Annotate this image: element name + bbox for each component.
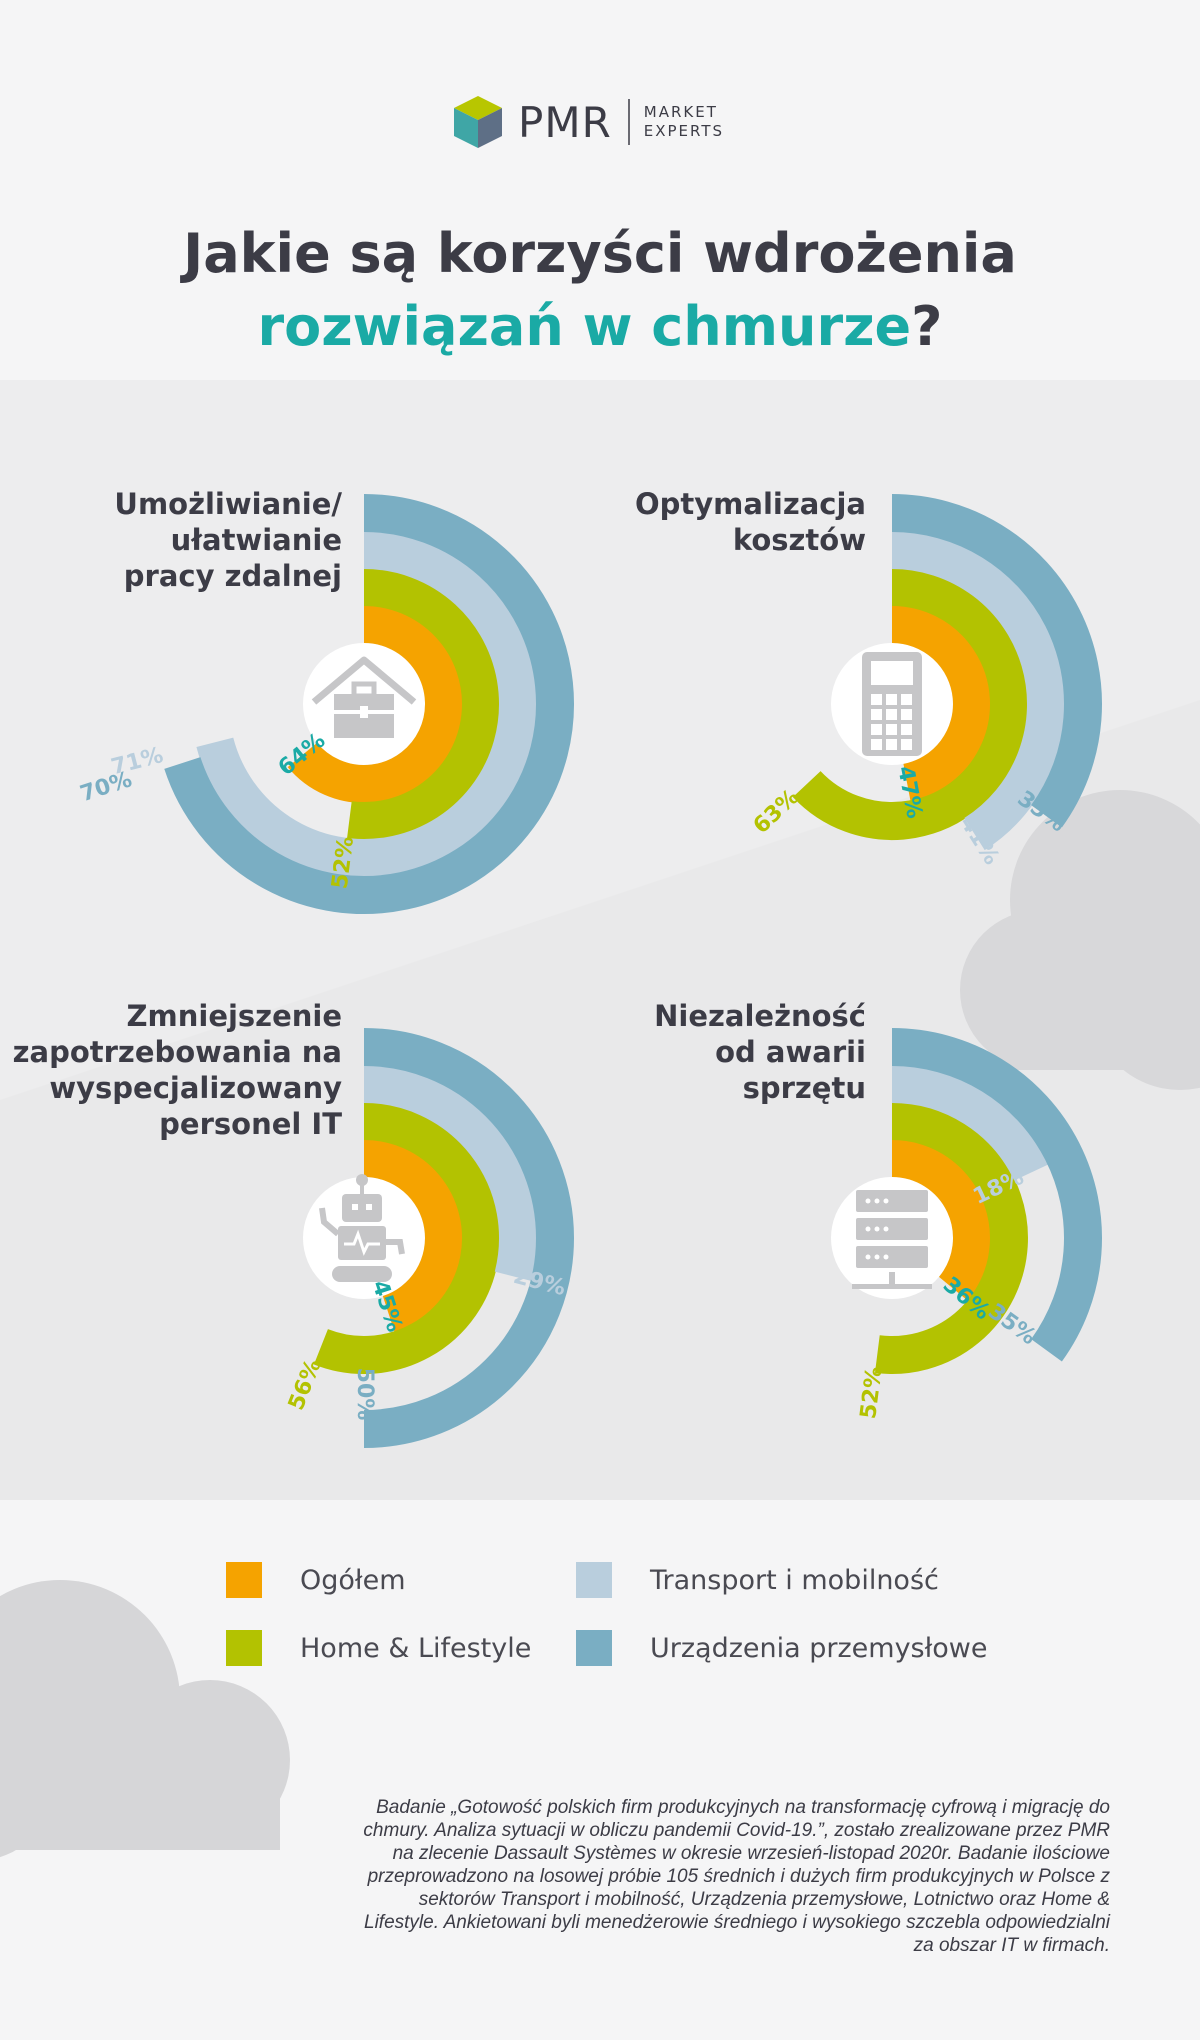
page-title-line-2: rozwiązań w chmurze? [0,295,1200,358]
radial-chart-remote-work: 64%52%71%70% [77,494,574,914]
page-title-line-1: Jakie są korzyści wdrożenia [183,222,1017,285]
arc-transport [891,531,1065,851]
methodology-note: Badanie „Gotowość polskich firm produkcy… [363,1797,1110,1956]
arc-transport [196,531,537,877]
logo-tagline: MARKET EXPERTS [644,103,724,141]
data-label-urzadzenia: 35% [983,1299,1040,1350]
cloud-left [0,1580,290,1858]
legend-swatch-urzadzenia [576,1630,612,1666]
logo-tagline-2: EXPERTS [643,122,725,140]
server-icon [852,1190,932,1289]
arc-ogolem [891,1139,991,1302]
logo-brand: PMR [518,97,612,147]
legend-item-transport: Transport i mobilność [576,1562,939,1598]
legend-item-home-lifestyle: Home & Lifestyle [226,1630,531,1666]
legend-swatch-transport [576,1562,612,1598]
home-office-icon [311,656,417,738]
chart-title-cost-optimization: Optymalizacja kosztów [635,487,866,557]
page-title-question-mark: ? [911,295,943,358]
chart-title-hardware-failure: Niezależność od awarii sprzętu [654,999,866,1105]
legend-label-transport: Transport i mobilność [650,1564,939,1596]
arc-urzadzenia [363,1028,574,1448]
radial-chart-cost-optimization: 47%63% 41% 35% [749,494,1102,869]
data-label-home-lifestyle: 63% [749,785,805,839]
arc-home-lifestyle [874,1102,1028,1374]
radial-chart-it-staff: 45%56%29%50% [284,1028,574,1448]
legend-item-urzadzenia: Urządzenia przemysłowe [576,1630,988,1666]
data-label-home-lifestyle: 52% [856,1365,887,1420]
data-label-urzadzenia: 50% [352,1368,377,1421]
pmr-logo: PMR MARKET EXPERTS [448,92,724,152]
arc-transport [891,1065,1049,1181]
chart-title-it-staff: Zmniejszenie zapotrzebowania na wyspecja… [12,999,342,1141]
legend-label-urzadzenia: Urządzenia przemysłowe [650,1632,988,1664]
arc-home-lifestyle [792,568,1028,840]
arc-urzadzenia [891,1028,1102,1362]
logo-tagline-1: MARKET [643,103,718,121]
robot-icon [319,1174,405,1282]
data-label-home-lifestyle: 56% [284,1356,327,1414]
legend-label-ogolem: Ogółem [300,1564,406,1596]
arc-ogolem [363,1139,463,1333]
radial-chart-hardware-failure: 36%52%18%35% [831,1028,1102,1420]
arc-ogolem [287,605,463,803]
legend-item-ogolem: Ogółem [226,1562,406,1598]
arc-urzadzenia [164,494,574,914]
arc-ogolem [891,605,991,802]
arc-urzadzenia [891,494,1102,828]
legend-label-home-lifestyle: Home & Lifestyle [300,1632,532,1664]
data-label-urzadzenia: 70% [77,767,135,807]
legend-swatch-ogolem [226,1562,262,1598]
chart-title-remote-work: Umożliwianie/ ułatwianie pracy zdalnej [114,487,342,593]
logo-divider [627,99,630,145]
arc-home-lifestyle [346,568,500,840]
legend-swatch-home-lifestyle [226,1630,262,1666]
calculator-icon [862,652,922,756]
cloud-right [960,790,1200,1090]
arc-transport [363,1065,537,1282]
pmr-logo-icon [454,96,502,148]
page-title-highlight: rozwiązań w chmurze [257,295,912,358]
arc-home-lifestyle [313,1102,500,1374]
